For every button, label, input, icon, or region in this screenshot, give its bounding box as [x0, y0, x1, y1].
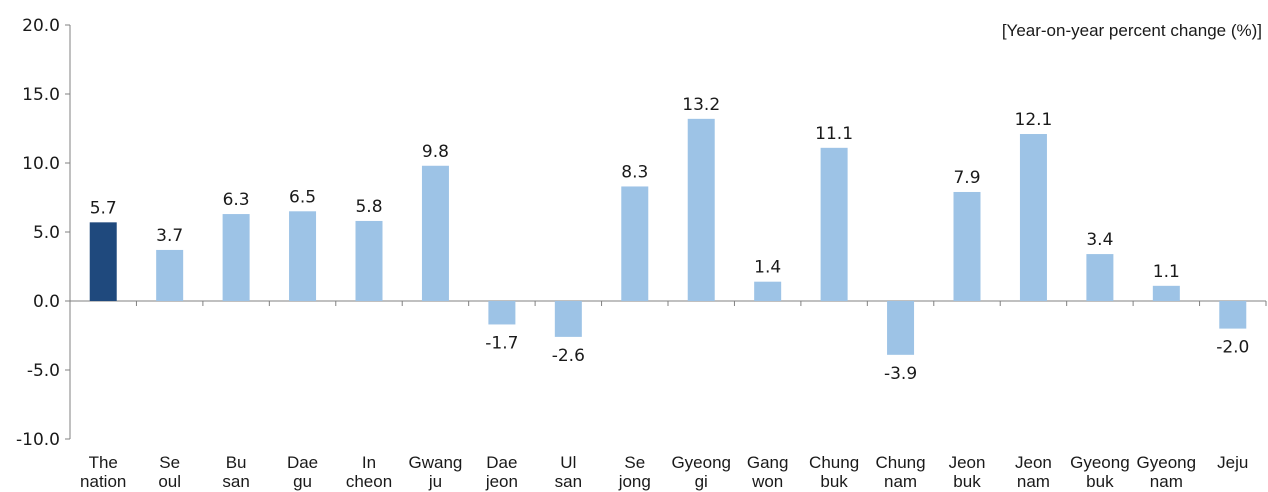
category-label: san [222, 472, 249, 491]
category-label: Gyeong [671, 453, 731, 472]
bar [887, 301, 915, 355]
data-label: 11.1 [815, 124, 853, 144]
data-label: -3.9 [884, 364, 917, 384]
category-label: Chung [876, 453, 926, 472]
unit-label: [Year-on-year percent change (%)] [1002, 21, 1262, 40]
data-label: 3.7 [156, 226, 183, 246]
y-tick-label: 0.0 [33, 292, 60, 312]
category-label: gu [293, 472, 312, 491]
y-tick-label: 15.0 [22, 85, 60, 105]
category-label: cheon [346, 472, 392, 491]
bar [953, 191, 981, 301]
y-tick-label: -10.0 [16, 430, 60, 450]
category-label: Bu [226, 453, 247, 472]
category-label: buk [1086, 472, 1114, 491]
category-label: nam [1150, 472, 1183, 491]
bar [820, 147, 848, 301]
data-label: 6.5 [289, 187, 316, 207]
axes: 20.0 15.0 10.0 5.0 0.0 -5.0 -10.0 [16, 16, 1267, 450]
y-tick-label: -5.0 [27, 361, 60, 381]
bar [222, 214, 250, 301]
category-label: Dae [287, 453, 318, 472]
data-label: 12.1 [1015, 110, 1053, 130]
category-label: jong [618, 472, 651, 491]
category-labels: ThenationSeoulBusanDaeguIncheonGwangjuDa… [80, 453, 1248, 491]
data-label: 7.9 [953, 168, 980, 188]
bar [421, 165, 449, 301]
data-label: 5.8 [355, 197, 382, 217]
category-label: nam [884, 472, 917, 491]
bar [1219, 301, 1247, 329]
data-labels: 5.7 3.7 6.3 6.5 5.8 9.8 -1.7 -2.6 8.3 13.2 1.4 11.1… [90, 95, 1250, 384]
category-label: Jeon [1015, 453, 1052, 472]
y-tick-label: 20.0 [22, 16, 60, 36]
category-label: won [751, 472, 783, 491]
data-label: -2.0 [1216, 338, 1249, 358]
category-label: The [89, 453, 118, 472]
data-label: 13.2 [682, 95, 720, 115]
category-label: ju [428, 472, 442, 491]
bar [1086, 254, 1114, 301]
category-label: Gwang [409, 453, 463, 472]
data-label: 6.3 [223, 190, 250, 210]
category-label: nation [80, 472, 126, 491]
category-label: gi [695, 472, 708, 491]
bar [687, 118, 715, 301]
bar [754, 281, 782, 301]
bar [621, 186, 649, 301]
data-label: 9.8 [422, 142, 449, 162]
category-label: jeon [485, 472, 518, 491]
data-label: 5.7 [90, 198, 117, 218]
category-label: Gyeong [1070, 453, 1130, 472]
category-label: Chung [809, 453, 859, 472]
data-label: -1.7 [485, 333, 518, 353]
bars [89, 118, 1247, 355]
category-label: Jeju [1217, 453, 1248, 472]
category-label: san [555, 472, 582, 491]
category-label: Se [159, 453, 180, 472]
y-tick-label: 5.0 [33, 223, 60, 243]
bar [488, 301, 516, 325]
bar [89, 222, 117, 301]
category-label: oul [158, 472, 181, 491]
category-label: Gyeong [1137, 453, 1197, 472]
y-tick-label: 10.0 [22, 154, 60, 174]
data-label: 8.3 [621, 162, 648, 182]
category-label: Jeon [949, 453, 986, 472]
category-label: Dae [486, 453, 517, 472]
data-label: -2.6 [552, 346, 585, 366]
category-label: Gang [747, 453, 789, 472]
bar [355, 220, 383, 301]
category-label: buk [820, 472, 848, 491]
bar [1152, 285, 1180, 301]
data-label: 3.4 [1086, 230, 1113, 250]
category-label: Ul [560, 453, 576, 472]
category-label: buk [953, 472, 981, 491]
category-label: Se [624, 453, 645, 472]
bar [554, 301, 582, 337]
bar [1019, 134, 1047, 301]
bar [289, 211, 317, 301]
data-label: 1.4 [754, 258, 781, 278]
bar [156, 249, 184, 301]
category-label: In [362, 453, 376, 472]
data-label: 1.1 [1153, 262, 1180, 282]
category-label: nam [1017, 472, 1050, 491]
